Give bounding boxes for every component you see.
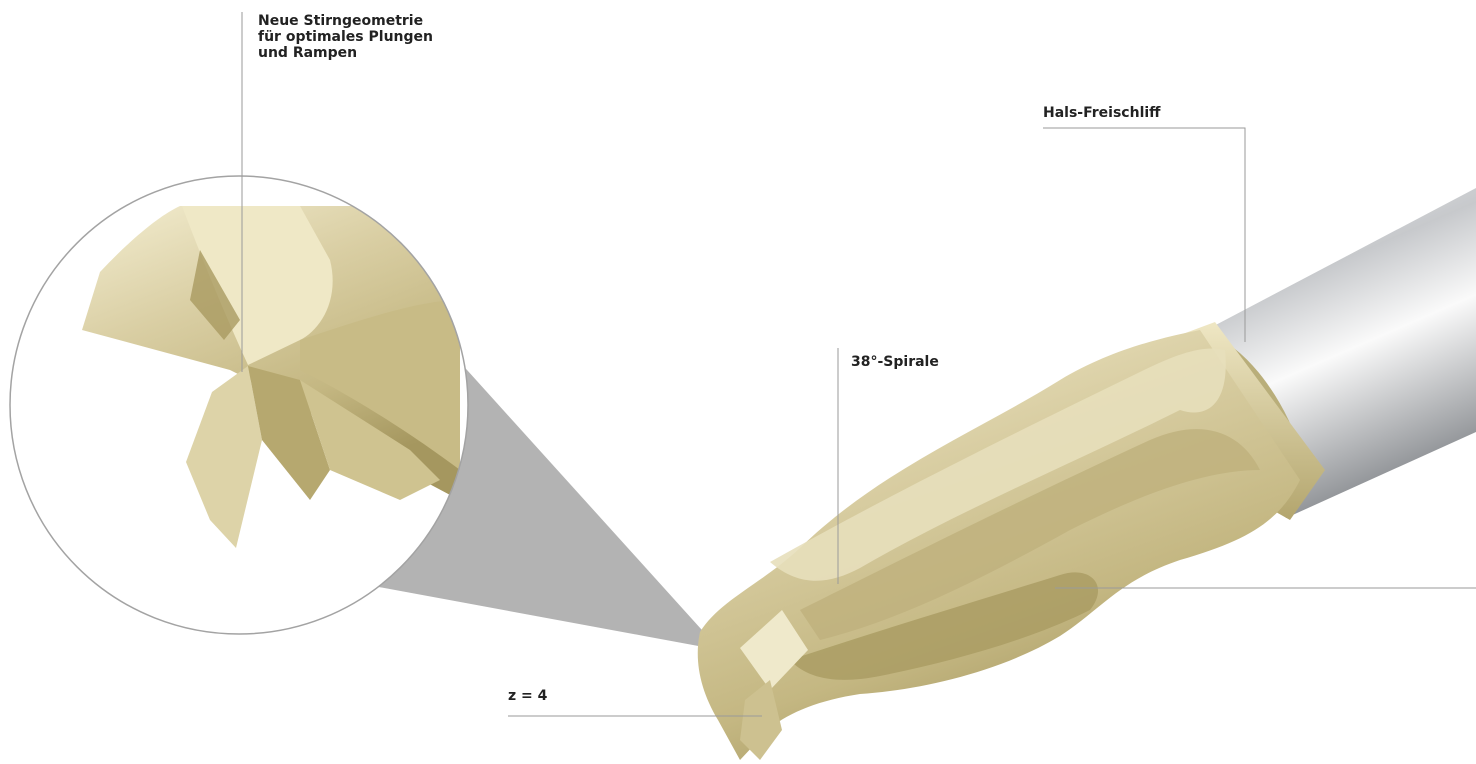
callout-helix: 38°-Spirale (851, 354, 939, 370)
detail-zoom-circle (9, 175, 469, 635)
leader-line-neck-relief (1043, 127, 1246, 342)
fluted-body (697, 330, 1300, 760)
callout-flutes: z = 4 (508, 688, 548, 704)
leader-lines (241, 12, 1476, 717)
callout-end-geometry-line2: für optimales Plungen (258, 29, 433, 45)
callout-end-geometry-line3: und Rampen (258, 45, 358, 61)
callout-end-geometry-line1: Neue Stirngeometrie (258, 13, 424, 29)
callout-neck-relief: Hals-Freischliff (1043, 105, 1161, 121)
callout-end-geometry: Neue Stirngeometrie für optimales Plunge… (258, 13, 433, 61)
